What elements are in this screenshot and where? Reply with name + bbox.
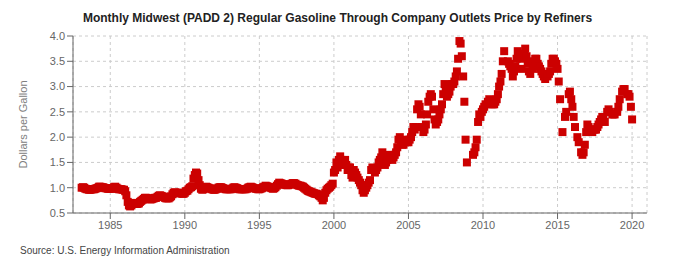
svg-text:2000: 2000 [322,219,346,231]
svg-text:1.5: 1.5 [50,156,65,168]
svg-text:4.0: 4.0 [50,30,65,42]
svg-text:2015: 2015 [545,219,569,231]
svg-text:1995: 1995 [247,219,271,231]
svg-text:2.0: 2.0 [50,131,65,143]
svg-text:2010: 2010 [471,219,495,231]
svg-text:3.0: 3.0 [50,80,65,92]
svg-text:2005: 2005 [396,219,420,231]
svg-text:1990: 1990 [173,219,197,231]
svg-text:1985: 1985 [98,219,122,231]
svg-text:0.5: 0.5 [50,207,65,219]
html-text:Source: U.S. Energy Informatio: Source: U.S. Energy Information Administ… [20,245,230,256]
svg-text:1.0: 1.0 [50,182,65,194]
svg-text:2.5: 2.5 [50,106,65,118]
svg-text:2020: 2020 [620,219,644,231]
svg-text:Dollars per Gallon: Dollars per Gallon [17,80,29,168]
html-text:Monthly Midwest (PADD 2) Regul: Monthly Midwest (PADD 2) Regular Gasolin… [82,11,593,25]
svg-text:3.5: 3.5 [50,55,65,67]
